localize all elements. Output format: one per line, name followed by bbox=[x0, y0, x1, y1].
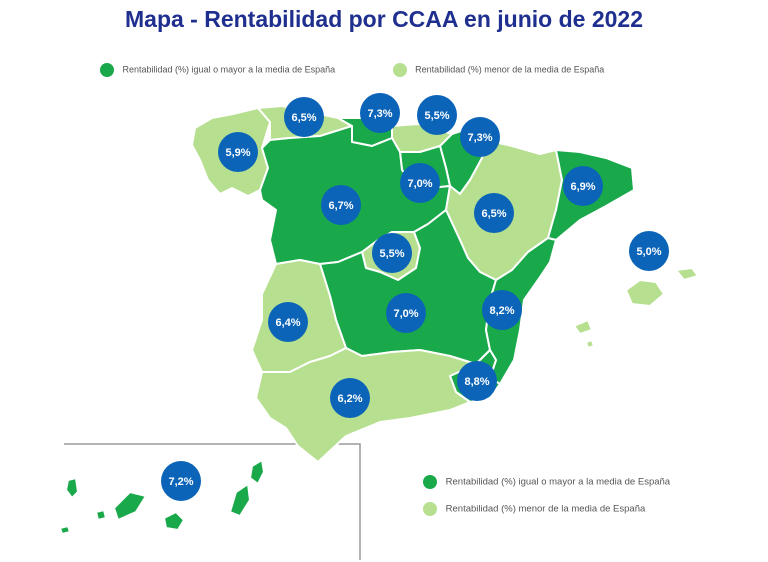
region-canarias-grancanaria bbox=[163, 511, 185, 531]
legend-bottom: Rentabilidad (%) igual o mayor a la medi… bbox=[423, 475, 670, 516]
badge-canarias: 7,2% bbox=[161, 461, 201, 501]
badge-madrid: 5,5% bbox=[372, 233, 412, 273]
legend-bottom-swatch-below bbox=[423, 502, 437, 516]
badge-cantabria: 7,3% bbox=[360, 93, 400, 133]
legend-bottom-label-below: Rentabilidad (%) menor de la media de Es… bbox=[445, 503, 646, 515]
badge-castilla-mancha-value: 7,0% bbox=[393, 308, 418, 320]
region-canarias-lapalma bbox=[65, 477, 79, 499]
legend-swatch-below bbox=[392, 63, 407, 77]
badge-galicia: 5,9% bbox=[218, 132, 258, 172]
badge-rioja-value: 7,0% bbox=[407, 178, 432, 190]
badge-murcia: 8,8% bbox=[457, 361, 497, 401]
region-canarias-hierro bbox=[59, 525, 71, 535]
badge-canarias-value: 7,2% bbox=[168, 476, 193, 488]
legend-label-below: Rentabilidad (%) menor de la media de Es… bbox=[415, 65, 605, 75]
badge-murcia-value: 8,8% bbox=[464, 376, 489, 388]
badge-cataluna-value: 6,9% bbox=[570, 181, 595, 193]
region-baleares-menorca bbox=[675, 267, 699, 281]
badge-galicia-value: 5,9% bbox=[225, 147, 250, 159]
legend-swatch-above bbox=[100, 63, 114, 77]
legend-item-above: Rentabilidad (%) igual o mayor a la medi… bbox=[100, 63, 338, 77]
badge-valencia-value: 8,2% bbox=[489, 305, 514, 317]
badge-castilla-mancha: 7,0% bbox=[386, 293, 426, 333]
badge-cantabria-value: 7,3% bbox=[367, 108, 392, 120]
badge-castilla-leon: 6,7% bbox=[321, 185, 361, 225]
badge-andalucia: 6,2% bbox=[330, 378, 370, 418]
region-baleares-formentera bbox=[585, 339, 595, 349]
badge-pais-vasco: 5,5% bbox=[417, 95, 457, 135]
badge-baleares: 5,0% bbox=[629, 231, 669, 271]
badge-madrid-value: 5,5% bbox=[379, 248, 404, 260]
badge-navarra: 7,3% bbox=[460, 117, 500, 157]
map-title: Mapa - Rentabilidad por CCAA en junio de… bbox=[125, 6, 643, 32]
region-baleares-mallorca bbox=[625, 279, 665, 307]
region-canarias-lanzarote bbox=[249, 459, 265, 485]
badge-pais-vasco-value: 5,5% bbox=[424, 110, 449, 122]
badge-rioja: 7,0% bbox=[400, 163, 440, 203]
legend-top: Rentabilidad (%) igual o mayor a la medi… bbox=[100, 63, 604, 77]
legend-bottom-swatch-above bbox=[423, 475, 437, 489]
badge-navarra-value: 7,3% bbox=[467, 132, 492, 144]
badge-extremadura-value: 6,4% bbox=[275, 317, 300, 329]
badge-valencia: 8,2% bbox=[482, 290, 522, 330]
legend-bottom-label-above: Rentabilidad (%) igual o mayor a la medi… bbox=[445, 476, 671, 488]
badge-andalucia-value: 6,2% bbox=[337, 393, 362, 405]
region-canarias-gomera bbox=[95, 509, 107, 521]
legend-bottom-item-below: Rentabilidad (%) menor de la media de Es… bbox=[423, 502, 670, 516]
badge-aragon-value: 6,5% bbox=[481, 208, 506, 220]
badge-aragon: 6,5% bbox=[474, 193, 514, 233]
badge-asturias: 6,5% bbox=[284, 97, 324, 137]
badge-cataluna: 6,9% bbox=[563, 166, 603, 206]
badge-extremadura: 6,4% bbox=[268, 302, 308, 342]
region-canarias-tenerife bbox=[113, 491, 147, 521]
badge-castilla-leon-value: 6,7% bbox=[328, 200, 353, 212]
region-canarias-fuerteventura bbox=[229, 483, 251, 517]
badge-baleares-value: 5,0% bbox=[636, 246, 661, 258]
region-baleares-ibiza bbox=[573, 319, 593, 335]
legend-item-below: Rentabilidad (%) menor de la media de Es… bbox=[392, 63, 605, 77]
badge-asturias-value: 6,5% bbox=[291, 112, 316, 124]
canarias-inset-frame bbox=[64, 443, 361, 560]
legend-bottom-item-above: Rentabilidad (%) igual o mayor a la medi… bbox=[423, 475, 670, 489]
legend-label-above: Rentabilidad (%) igual o mayor a la medi… bbox=[122, 65, 336, 75]
